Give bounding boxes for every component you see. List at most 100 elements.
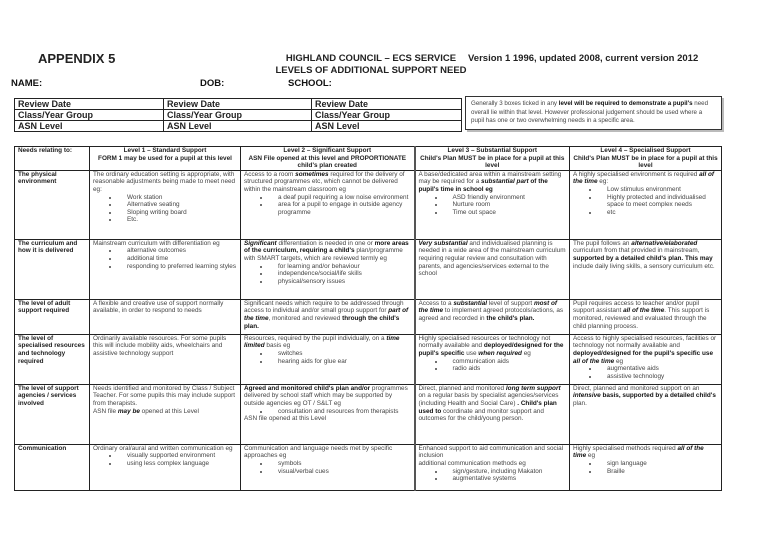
text-run: ASN file [93,407,118,415]
text-run: Significant [244,239,277,247]
text-run: all of the time [573,170,715,186]
review-field: ASN Level [311,120,462,132]
review-field: Review Date [14,98,164,110]
bullet-item: sign/gesture, including Makaton [445,468,567,476]
bullet-item: sign language [599,460,718,468]
appendix-title: APPENDIX 5 [38,51,116,66]
text-run: Resources, required by the pupil individ… [244,334,387,342]
version-info: Version 1 1996, updated 2008, current ve… [468,53,699,64]
table-row: The level of specialised resources and t… [14,333,722,385]
text-run: Access to highly specialised resources, … [573,334,717,350]
need-label: Communication [14,443,90,491]
paragraph: Highly specialised resources or technolo… [419,335,567,358]
review-row: Review Date Review Date Review Date [14,98,462,110]
bullet-item: Nurture room [445,201,567,209]
need-label: The curriculum and how it is delivered [14,238,90,300]
need-label: The physical environment [14,169,90,240]
level-2-cell: Significant needs which require to be ad… [240,298,416,335]
text-run: most of the time [418,299,558,315]
review-row: Class/Year Group Class/Year Group Class/Ye… [14,109,462,121]
text-run: sometimes [295,170,329,178]
bullet-list: switcheshearing aids for glue ear [244,350,411,365]
level-2-cell: Significant differentiation is needed in… [240,238,416,300]
text-run: through the child's plan. [244,314,400,330]
paragraph: Access to highly specialised resources, … [573,335,718,365]
level-4-cell: Direct, planned and monitored support on… [569,383,722,445]
text-run: Access to a room [244,170,296,178]
bullet-item: radio aids [445,365,567,373]
text-run: and individualised planning is needed in… [418,239,566,278]
text-run: long term support [505,384,561,392]
text-run: A flexible and creative use of support n… [93,299,224,315]
level-2-cell: Agreed and monitored child's plan and/or… [240,383,416,445]
header-row: Needs relating to: Level 1 – Standard Sup… [14,146,722,171]
bullet-list: symbolsvisual/verbal cues [244,460,411,475]
paragraph: Highly specialised methods required all … [573,445,718,460]
bullet-list: augmentative aidsassistive technology [573,365,718,380]
text-run: eg: [597,178,609,186]
bullet-item: assistive technology [599,373,718,381]
levels-line: LEVELS OF ADDITIONAL SUPPORT NEED [275,65,467,76]
paragraph: Significant differentiation is needed in… [244,240,411,263]
bullet-item: for learning and/or behaviour [270,263,411,271]
paragraph: Access to a room sometimes required for … [244,171,411,194]
level-1-cell: Ordinarily available resources. For some… [89,333,241,385]
text-run: alternative/elaborated [631,239,698,247]
text-run: basis eg [264,342,291,350]
bullet-item: consultation and resources from therapis… [270,408,411,416]
text-run: level will be required to demonstrate a … [558,100,693,107]
text-run: A highly specialised environment is requ… [573,170,700,178]
paragraph: Communication and language needs met by … [244,445,411,460]
bullet-item: visual/verbal cues [270,468,411,476]
text-run: supported by a detailed child's plan. Th… [573,254,713,262]
text-run: Access to a [418,299,454,307]
bullet-item: Braille [599,468,718,476]
text-run: Highly specialised resources or technolo… [418,334,551,350]
table-row: The curriculum and how it is delivered Ma… [14,238,722,300]
column-header: Level 3 – Substantial Support Child's Pla… [414,146,570,171]
review-field: ASN Level [163,120,312,132]
text-run: curriculum from that provided in mainstr… [573,247,700,255]
review-field: Review Date [163,98,312,110]
bullet-item: additional time [119,255,237,263]
header-line: Level 1 – Standard Support [123,147,207,154]
text-run: substantial [453,299,488,307]
paragraph: Pupil requires access to teacher and/or … [573,300,718,330]
council-line: HIGHLAND COUNCIL – ECS SERVICE [285,53,457,64]
bullet-item: ASD friendly environment [445,194,567,202]
text-run: . This support is monitored, reviewed an… [573,307,710,330]
header-line: Needs relating to: [18,147,72,154]
text-run: deployed/designed for the pupil's specif… [573,349,714,357]
text-run: Significant needs which require to be ad… [244,299,404,315]
text-run: all of the time [623,307,665,315]
level-4-cell: Access to highly specialised resources, … [569,333,722,385]
level-1-cell: Ordinary oral/aural and written communic… [89,443,241,491]
paragraph: A base/dedicated area within a mainstrea… [419,171,567,194]
need-label: The level of adult support required [14,298,90,335]
paragraph: Enhanced support to aid communication an… [419,445,567,460]
header-line: Child's Plan MUST be in place for a pupi… [573,154,718,170]
name-label: NAME: [11,78,43,89]
text-run: Agreed and monitored child's plan and/or [244,384,371,392]
paragraph: Resources, required by the pupil individ… [244,335,411,350]
review-field: ASN Level [14,120,164,132]
review-field: Class/Year Group [163,109,312,121]
level-2-cell: Access to a room sometimes required for … [240,169,416,240]
text-run: when required [478,349,522,357]
level-3-cell: Enhanced support to aid communication an… [414,443,570,491]
table-row: The level of adult support required A fle… [14,298,722,335]
bullet-list: Low stimulus environmentHighly protected… [573,186,718,216]
bullet-list: sign languageBraille [573,460,718,475]
text-run: programmes delivered by school staff whi… [244,384,408,407]
paragraph: Direct, planned and monitored support on… [573,385,718,408]
bullet-item: augmentative aids [599,365,718,373]
bullet-item: using less complex language [119,460,237,468]
bullet-list: for learning and/or behaviourindependenc… [244,263,411,286]
bullet-list: visually supported environmentusing less… [93,452,237,467]
text-run: more areas of the curriculum, requiring … [244,239,409,255]
bullet-item: switches [270,350,411,358]
paragraph: The ordinary education setting is approp… [93,171,237,194]
text-run: eg [521,349,531,357]
level-1-cell: A flexible and creative use of support n… [89,298,241,335]
text-run: ASN file opened at this Level [244,415,327,423]
